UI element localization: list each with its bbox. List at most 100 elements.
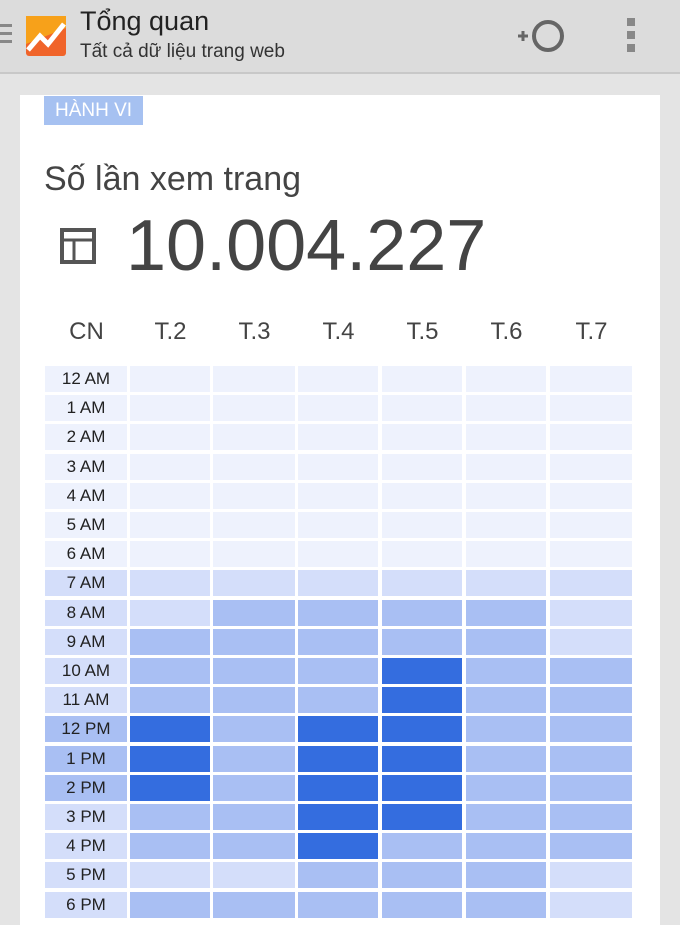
- heatmap-cell[interactable]: [382, 862, 462, 889]
- heatmap-cell[interactable]: [213, 745, 295, 772]
- heatmap-cell[interactable]: [466, 424, 546, 451]
- heatmap-cell[interactable]: [213, 599, 295, 626]
- heatmap-cell[interactable]: [466, 541, 546, 568]
- table-icon[interactable]: [60, 228, 96, 264]
- heatmap-cell[interactable]: [130, 774, 210, 801]
- heatmap-cell[interactable]: [466, 366, 546, 392]
- heatmap-cell[interactable]: [382, 804, 462, 830]
- heatmap-cell[interactable]: [130, 570, 210, 597]
- heatmap-cell[interactable]: [130, 628, 210, 655]
- heatmap-cell[interactable]: [298, 745, 378, 772]
- heatmap-cell[interactable]: [130, 687, 210, 714]
- heatmap-cell[interactable]: [130, 424, 210, 451]
- heatmap-cell[interactable]: [213, 658, 295, 684]
- heatmap-cell[interactable]: [382, 512, 462, 538]
- heatmap-cell[interactable]: [213, 891, 295, 918]
- heatmap-cell[interactable]: [466, 804, 546, 830]
- heatmap-cell[interactable]: [382, 833, 462, 860]
- heatmap-cell[interactable]: [550, 366, 632, 392]
- heatmap-cell[interactable]: [130, 745, 210, 772]
- heatmap-cell[interactable]: [298, 453, 378, 480]
- heatmap-cell[interactable]: [298, 687, 378, 714]
- heatmap-cell[interactable]: [213, 366, 295, 392]
- heatmap-cell[interactable]: [130, 482, 210, 509]
- heatmap-cell[interactable]: [213, 716, 295, 743]
- heatmap-cell[interactable]: [213, 804, 295, 830]
- heatmap-cell[interactable]: [298, 628, 378, 655]
- heatmap-cell[interactable]: [550, 395, 632, 422]
- heatmap-cell[interactable]: [130, 716, 210, 743]
- heatmap-cell[interactable]: [130, 658, 210, 684]
- heatmap-cell[interactable]: [213, 628, 295, 655]
- heatmap-cell[interactable]: [213, 862, 295, 889]
- heatmap-cell[interactable]: [213, 541, 295, 568]
- heatmap-cell[interactable]: [466, 599, 546, 626]
- heatmap-cell[interactable]: [382, 658, 462, 684]
- heatmap-cell[interactable]: [466, 716, 546, 743]
- heatmap-cell[interactable]: [550, 716, 632, 743]
- heatmap-cell[interactable]: [466, 891, 546, 918]
- heatmap-cell[interactable]: [213, 774, 295, 801]
- heatmap-cell[interactable]: [213, 482, 295, 509]
- heatmap-cell[interactable]: [130, 804, 210, 830]
- heatmap-cell[interactable]: [382, 541, 462, 568]
- heatmap-cell[interactable]: [130, 453, 210, 480]
- heatmap-cell[interactable]: [550, 453, 632, 480]
- heatmap-cell[interactable]: [550, 745, 632, 772]
- view-subtitle[interactable]: Tất cả dữ liệu trang web: [80, 41, 285, 62]
- heatmap-cell[interactable]: [550, 862, 632, 889]
- heatmap-cell[interactable]: [213, 570, 295, 597]
- heatmap-cell[interactable]: [298, 833, 378, 860]
- heatmap-cell[interactable]: [298, 804, 378, 830]
- heatmap-cell[interactable]: [466, 745, 546, 772]
- heatmap-cell[interactable]: [550, 628, 632, 655]
- heatmap-cell[interactable]: [382, 424, 462, 451]
- heatmap-cell[interactable]: [130, 891, 210, 918]
- heatmap-cell[interactable]: [298, 658, 378, 684]
- heatmap-cell[interactable]: [298, 482, 378, 509]
- heatmap-cell[interactable]: [213, 395, 295, 422]
- heatmap-cell[interactable]: [466, 862, 546, 889]
- heatmap-cell[interactable]: [213, 424, 295, 451]
- heatmap-cell[interactable]: [550, 512, 632, 538]
- heatmap-cell[interactable]: [130, 512, 210, 538]
- heatmap-cell[interactable]: [550, 891, 632, 918]
- heatmap-cell[interactable]: [213, 512, 295, 538]
- heatmap-cell[interactable]: [382, 453, 462, 480]
- heatmap-cell[interactable]: [382, 628, 462, 655]
- heatmap-cell[interactable]: [466, 658, 546, 684]
- heatmap-cell[interactable]: [550, 599, 632, 626]
- heatmap-cell[interactable]: [130, 541, 210, 568]
- heatmap-cell[interactable]: [382, 599, 462, 626]
- heatmap-cell[interactable]: [130, 395, 210, 422]
- heatmap-cell[interactable]: [466, 395, 546, 422]
- heatmap-cell[interactable]: [298, 716, 378, 743]
- heatmap-cell[interactable]: [382, 774, 462, 801]
- heatmap-cell[interactable]: [550, 833, 632, 860]
- heatmap-cell[interactable]: [550, 804, 632, 830]
- heatmap-cell[interactable]: [550, 658, 632, 684]
- heatmap-cell[interactable]: [382, 716, 462, 743]
- heatmap-cell[interactable]: [466, 774, 546, 801]
- heatmap-cell[interactable]: [466, 687, 546, 714]
- heatmap-cell[interactable]: [466, 453, 546, 480]
- heatmap-cell[interactable]: [466, 833, 546, 860]
- heatmap-cell[interactable]: [382, 366, 462, 392]
- heatmap-cell[interactable]: [298, 395, 378, 422]
- heatmap-cell[interactable]: [298, 599, 378, 626]
- heatmap-cell[interactable]: [382, 570, 462, 597]
- heatmap-cell[interactable]: [382, 687, 462, 714]
- heatmap-cell[interactable]: [130, 599, 210, 626]
- heatmap-cell[interactable]: [130, 833, 210, 860]
- heatmap-cell[interactable]: [298, 424, 378, 451]
- heatmap-cell[interactable]: [213, 833, 295, 860]
- heatmap-cell[interactable]: [550, 774, 632, 801]
- heatmap-cell[interactable]: [382, 482, 462, 509]
- heatmap-cell[interactable]: [382, 395, 462, 422]
- heatmap-cell[interactable]: [298, 512, 378, 538]
- heatmap-cell[interactable]: [466, 482, 546, 509]
- heatmap-cell[interactable]: [550, 482, 632, 509]
- add-segment-icon[interactable]: [516, 18, 568, 54]
- heatmap-cell[interactable]: [298, 570, 378, 597]
- heatmap-cell[interactable]: [298, 862, 378, 889]
